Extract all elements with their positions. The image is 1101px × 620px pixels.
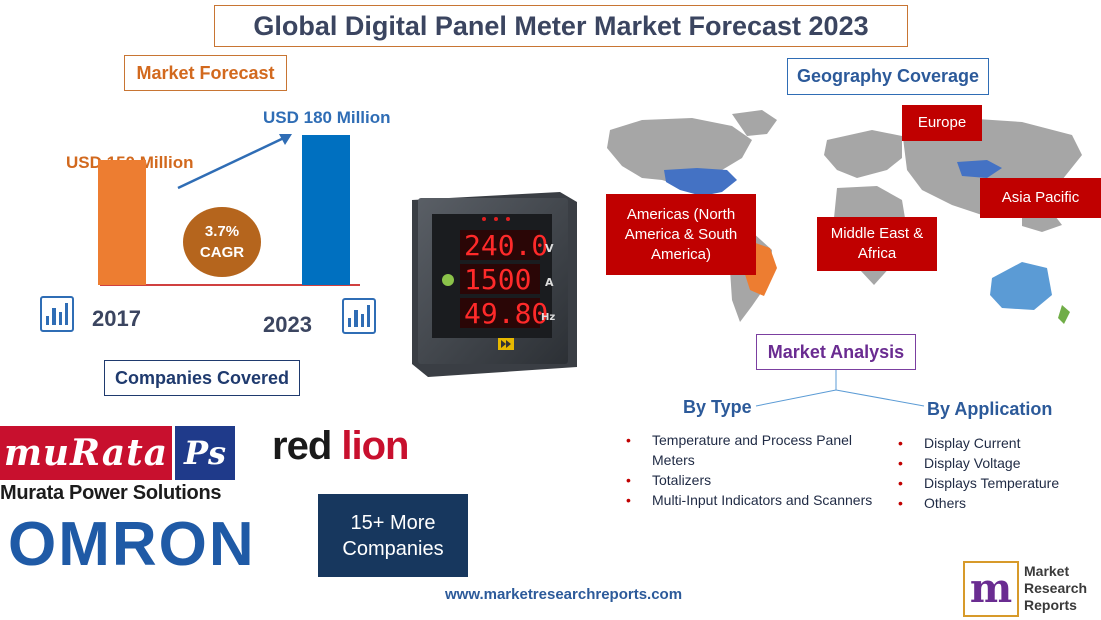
more-companies-line1: 15+ More xyxy=(350,511,436,534)
omron-logo: OMRON xyxy=(8,510,256,579)
bar-2023 xyxy=(302,135,350,285)
murata-logo-text: muRata xyxy=(3,432,169,474)
redlion-logo-lion: lion xyxy=(341,424,409,468)
mrr-logo-text: Market Research Reports xyxy=(1024,563,1087,614)
mrr-logo-line3: Reports xyxy=(1024,597,1077,613)
mongolia-highlight xyxy=(957,160,1002,178)
cagr-value: 3.7% xyxy=(204,223,240,240)
meter-reading-3: 49.80 xyxy=(464,297,548,330)
companies-covered-label: Companies Covered xyxy=(104,360,300,396)
by-type-heading: By Type xyxy=(683,397,752,417)
meter-unit-hz: Hz xyxy=(541,312,555,323)
growth-arrow xyxy=(177,134,289,190)
new-zealand-highlight xyxy=(1058,305,1070,324)
more-companies-box: 15+ More Companies xyxy=(318,494,468,577)
year-2017: 2017 xyxy=(92,306,141,331)
forecast-bar-chart xyxy=(98,134,360,286)
list-item: Display Voltage xyxy=(896,453,1086,473)
bar-chart-icon xyxy=(342,298,376,334)
by-application-heading: By Application xyxy=(927,399,1053,419)
list-item: Temperature and Process Panel Meters xyxy=(624,430,896,470)
cagr-label: CAGR xyxy=(199,244,245,261)
market-forecast-label: Market Forecast xyxy=(124,55,287,91)
australia-highlight xyxy=(990,262,1052,310)
murata-ps-logo: Ps xyxy=(175,426,235,480)
murata-logo: muRata xyxy=(0,426,172,480)
list-item: Display Current xyxy=(896,433,1086,453)
redlion-logo-red: red xyxy=(272,424,332,468)
digital-panel-meter-image: 240.0 1500 49.80 V A Hz xyxy=(412,192,577,377)
region-americas: Americas (North America & South America) xyxy=(606,194,756,275)
greenland-shape xyxy=(732,110,777,136)
more-companies-line2: Companies xyxy=(342,537,444,560)
mrr-logo-line1: Market xyxy=(1024,563,1070,579)
market-analysis-connector xyxy=(755,370,925,407)
europe-shape xyxy=(824,130,902,178)
list-item: Multi-Input Indicators and Scanners xyxy=(624,490,896,510)
meter-unit-v: V xyxy=(545,242,554,255)
meter-reading-1: 240.0 xyxy=(464,229,548,262)
growth-arrow-head xyxy=(279,134,292,145)
cagr-badge: 3.7% CAGR xyxy=(183,207,261,277)
by-application-list: Display Current Display Voltage Displays… xyxy=(896,433,1086,513)
bar-2017 xyxy=(98,160,146,285)
website-link[interactable]: www.marketresearchreports.com xyxy=(445,586,683,603)
mrr-logo-icon: m xyxy=(963,561,1019,617)
region-middle-east-africa: Middle East & Africa xyxy=(817,217,937,271)
market-analysis-label: Market Analysis xyxy=(756,334,916,370)
usa-highlight xyxy=(664,168,737,196)
page-title-box: Global Digital Panel Meter Market Foreca… xyxy=(214,5,908,47)
bar-chart-icon xyxy=(40,296,74,332)
mrr-logo-line2: Research xyxy=(1024,580,1088,596)
meter-unit-a: A xyxy=(545,276,554,289)
region-asia-pacific: Asia Pacific xyxy=(980,178,1101,218)
redlion-logo: red lion xyxy=(272,424,409,469)
list-item: Displays Temperature xyxy=(896,473,1086,493)
region-europe: Europe xyxy=(902,105,982,141)
geography-coverage-label: Geography Coverage xyxy=(787,58,989,95)
page-title: Global Digital Panel Meter Market Foreca… xyxy=(253,10,869,41)
murata-ps-text: Ps xyxy=(183,434,227,472)
bar-2023-value-label: USD 180 Million xyxy=(263,108,391,127)
list-item: Others xyxy=(896,493,1086,513)
year-2023: 2023 xyxy=(263,312,312,337)
by-type-list: Temperature and Process Panel Meters Tot… xyxy=(624,430,896,510)
list-item: Totalizers xyxy=(624,470,896,490)
murata-company-name: Murata Power Solutions xyxy=(0,482,222,504)
meter-reading-2: 1500 xyxy=(464,263,531,296)
